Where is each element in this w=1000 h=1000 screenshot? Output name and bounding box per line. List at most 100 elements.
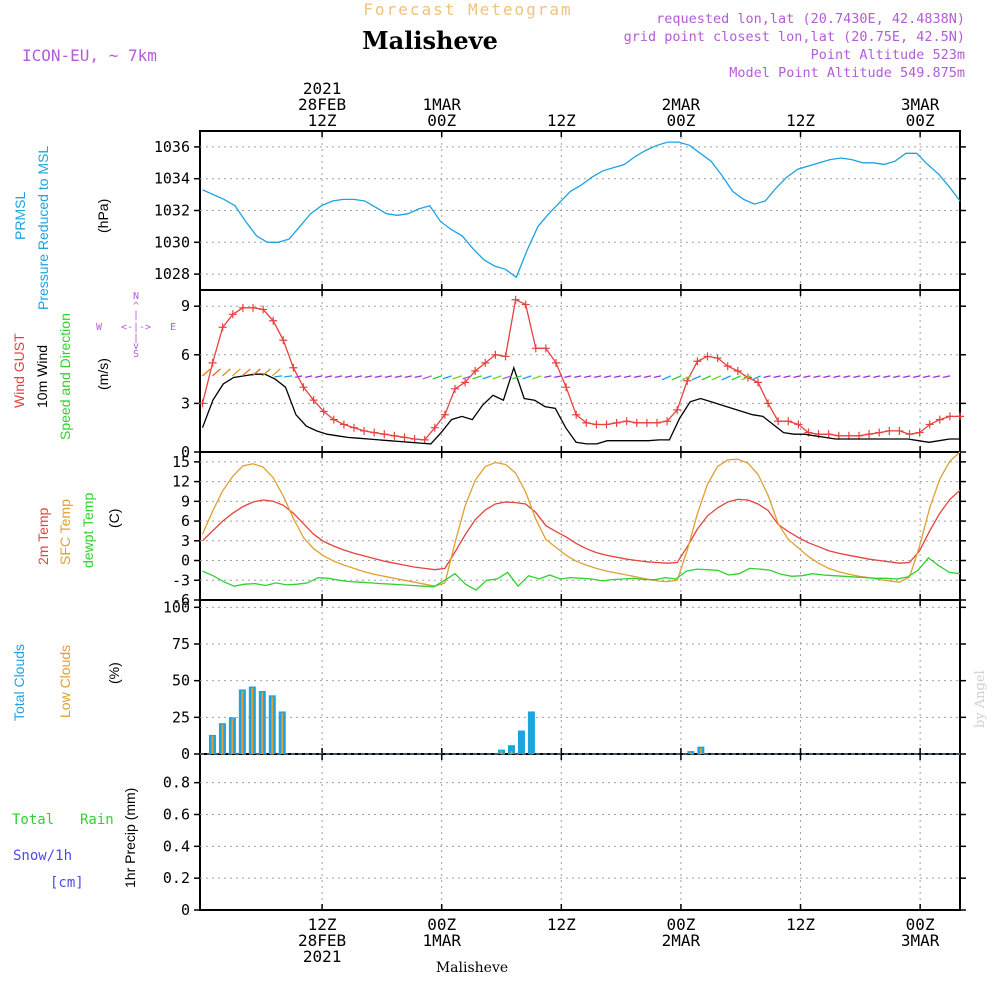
wind-direction-arrow bbox=[671, 375, 682, 381]
tick-label: 0.8 bbox=[163, 774, 190, 792]
time-label-bottom: 2MAR bbox=[662, 931, 701, 950]
wind-direction-arrow bbox=[813, 375, 821, 378]
credit-watermark: by Angel bbox=[973, 670, 988, 728]
dewpt-series bbox=[202, 557, 961, 591]
wind-gust-marker bbox=[723, 362, 732, 371]
svg-text:W: W bbox=[96, 322, 103, 333]
wind-gust-marker bbox=[562, 383, 571, 392]
time-label-bottom: 3MAR bbox=[901, 931, 940, 950]
wind-gust-marker bbox=[511, 295, 520, 304]
tick-label: 6 bbox=[181, 512, 190, 530]
tick-label: -6 bbox=[172, 591, 190, 609]
t2m-series bbox=[202, 489, 961, 571]
time-label-top: 00Z bbox=[906, 111, 935, 130]
wind-direction-arrow bbox=[942, 375, 951, 378]
wind-gust-marker bbox=[430, 423, 439, 432]
wind-direction-arrow bbox=[251, 368, 261, 377]
total-clouds-bar bbox=[507, 745, 515, 754]
panel-frame bbox=[199, 599, 961, 755]
wind-direction-arrow bbox=[932, 375, 941, 378]
wind-direction-arrow bbox=[594, 375, 602, 378]
wind-compass: N ^ | W <-|-> E | v S bbox=[96, 291, 176, 360]
t2m-label: 2m Temp bbox=[35, 507, 51, 565]
wind-gust-marker bbox=[440, 410, 449, 419]
wind-gust-marker bbox=[279, 336, 288, 345]
panel-frame bbox=[199, 289, 961, 453]
wind-direction-arrow bbox=[512, 375, 522, 380]
wind-direction-arrow bbox=[544, 375, 552, 378]
wind-direction-arrow bbox=[502, 375, 512, 380]
prmsl-series bbox=[202, 141, 961, 279]
wind-direction-arrow bbox=[354, 375, 363, 378]
rain-label: Rain bbox=[80, 812, 114, 828]
svg-text:^: ^ bbox=[133, 301, 139, 312]
wind-gust-marker bbox=[471, 367, 480, 375]
time-label-bottom: 1MAR bbox=[422, 931, 461, 950]
wind-direction-arrow bbox=[903, 375, 911, 378]
wind-direction-arrow bbox=[422, 375, 432, 380]
tick-label: 3 bbox=[181, 394, 190, 412]
tick-label: 6 bbox=[181, 346, 190, 364]
wind-gust-marker bbox=[956, 412, 964, 421]
wind-gust-marker bbox=[198, 399, 207, 408]
wind-direction-arrow bbox=[394, 375, 402, 378]
wind-gust-marker bbox=[733, 367, 742, 375]
wind-dir-label: Speed and Direction bbox=[57, 313, 73, 440]
wind-direction-arrow bbox=[701, 375, 712, 381]
wind-gust-marker bbox=[339, 420, 348, 429]
wind-direction-arrow bbox=[522, 375, 532, 380]
wind-gust-marker bbox=[632, 418, 641, 427]
wind-gust-marker bbox=[370, 428, 379, 437]
wind-direction-arrow bbox=[853, 375, 861, 378]
wind-gust-marker bbox=[299, 383, 308, 392]
tick-label: 12 bbox=[172, 473, 190, 491]
low-clouds-bar bbox=[251, 688, 254, 754]
wind-direction-arrow bbox=[241, 368, 251, 377]
tick-label: 0 bbox=[181, 443, 190, 461]
wind-gust-marker bbox=[612, 418, 621, 427]
wind-direction-arrow bbox=[711, 375, 722, 381]
wind-gust-marker bbox=[491, 350, 500, 359]
footer-location: Malisheve bbox=[436, 960, 508, 976]
wind-direction-arrow bbox=[773, 375, 781, 378]
tick-label: -3 bbox=[172, 571, 190, 589]
wind-direction-arrow bbox=[843, 375, 851, 378]
model-label: ICON-EU, ~ 7km bbox=[22, 46, 157, 65]
wind-gust-marker bbox=[945, 412, 954, 421]
wind-direction-arrow bbox=[324, 375, 333, 378]
wind-direction-arrow bbox=[793, 375, 801, 378]
wind-direction-arrow bbox=[863, 375, 871, 378]
wind-direction-arrow bbox=[604, 375, 612, 378]
sfc-temp-series bbox=[201, 451, 961, 587]
wind-gust-marker bbox=[450, 384, 459, 393]
wind-direction-arrow bbox=[284, 375, 293, 378]
tick-label: 3 bbox=[181, 532, 190, 550]
wind-direction-arrow bbox=[364, 375, 373, 378]
wind-gust-marker bbox=[582, 418, 591, 427]
time-label-bottom: 12Z bbox=[547, 915, 576, 934]
wind-gust-marker bbox=[602, 420, 611, 429]
wind-direction-arrow bbox=[922, 375, 931, 378]
wind-10m-series bbox=[201, 365, 960, 445]
wind-gust-marker bbox=[481, 358, 490, 367]
wind-gust-marker bbox=[713, 354, 722, 363]
wind-direction-arrow bbox=[661, 375, 672, 381]
wind-direction-arrow bbox=[231, 368, 241, 377]
wind-direction-arrow bbox=[274, 375, 283, 378]
low-clouds-bar bbox=[699, 748, 702, 754]
wind-direction-arrow bbox=[574, 375, 582, 378]
wind-direction-arrow bbox=[271, 368, 281, 377]
wind-direction-arrow bbox=[763, 375, 771, 378]
wind-gust-marker bbox=[541, 344, 550, 353]
tick-label: 15 bbox=[172, 453, 190, 471]
wind-gust-marker bbox=[380, 430, 389, 439]
wind-gust-marker bbox=[824, 430, 833, 439]
wind-gust-marker bbox=[531, 344, 540, 353]
time-label-bottom: 28FEB bbox=[298, 931, 346, 950]
tick-label: 0 bbox=[181, 745, 190, 763]
wind-gust-marker bbox=[622, 417, 631, 426]
tick-label: 50 bbox=[172, 672, 190, 690]
wind-unit: (m/s) bbox=[95, 358, 111, 390]
low-clouds-bar bbox=[231, 718, 234, 754]
